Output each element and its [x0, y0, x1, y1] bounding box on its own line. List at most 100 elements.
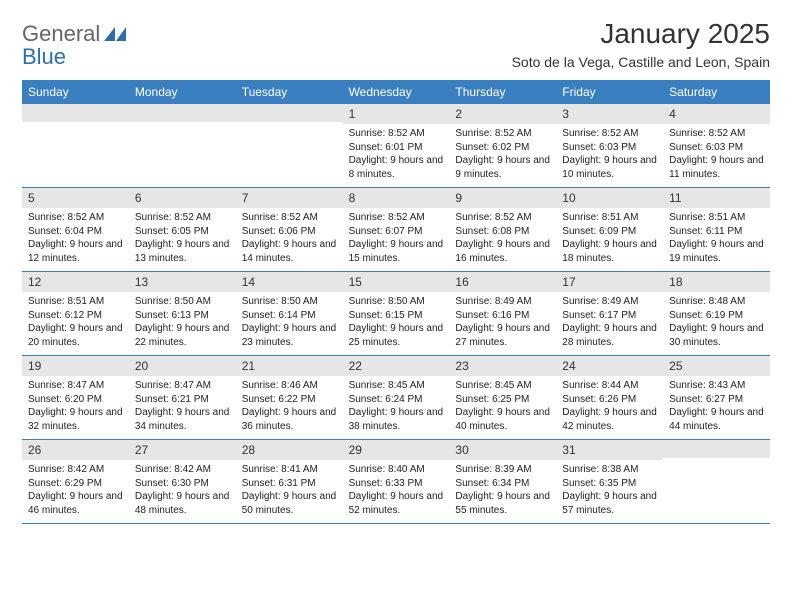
daylight-text: Daylight: 9 hours and 50 minutes. [242, 490, 337, 517]
daylight-text: Daylight: 9 hours and 46 minutes. [28, 490, 123, 517]
daylight-text: Daylight: 9 hours and 25 minutes. [349, 322, 444, 349]
day-cell: 5Sunrise: 8:52 AMSunset: 6:04 PMDaylight… [22, 188, 129, 271]
sunset-text: Sunset: 6:08 PM [455, 225, 550, 239]
sunset-text: Sunset: 6:15 PM [349, 309, 444, 323]
sunrise-text: Sunrise: 8:41 AM [242, 463, 337, 477]
sunrise-text: Sunrise: 8:40 AM [349, 463, 444, 477]
sunset-text: Sunset: 6:27 PM [669, 393, 764, 407]
sunset-text: Sunset: 6:04 PM [28, 225, 123, 239]
day-details [22, 122, 129, 178]
daylight-text: Daylight: 9 hours and 19 minutes. [669, 238, 764, 265]
sunset-text: Sunset: 6:20 PM [28, 393, 123, 407]
day-cell: 26Sunrise: 8:42 AMSunset: 6:29 PMDayligh… [22, 440, 129, 523]
daylight-text: Daylight: 9 hours and 13 minutes. [135, 238, 230, 265]
sunrise-text: Sunrise: 8:42 AM [135, 463, 230, 477]
daylight-text: Daylight: 9 hours and 44 minutes. [669, 406, 764, 433]
sunrise-text: Sunrise: 8:51 AM [28, 295, 123, 309]
day-details: Sunrise: 8:41 AMSunset: 6:31 PMDaylight:… [236, 460, 343, 523]
day-details [236, 122, 343, 178]
sunrise-text: Sunrise: 8:38 AM [562, 463, 657, 477]
day-number [129, 104, 236, 122]
day-number [22, 104, 129, 122]
day-cell: 19Sunrise: 8:47 AMSunset: 6:20 PMDayligh… [22, 356, 129, 439]
sunset-text: Sunset: 6:06 PM [242, 225, 337, 239]
daylight-text: Daylight: 9 hours and 27 minutes. [455, 322, 550, 349]
sunrise-text: Sunrise: 8:39 AM [455, 463, 550, 477]
sunset-text: Sunset: 6:25 PM [455, 393, 550, 407]
day-details: Sunrise: 8:51 AMSunset: 6:09 PMDaylight:… [556, 208, 663, 271]
sunrise-text: Sunrise: 8:50 AM [135, 295, 230, 309]
sunset-text: Sunset: 6:05 PM [135, 225, 230, 239]
day-number: 14 [236, 272, 343, 292]
daylight-text: Daylight: 9 hours and 48 minutes. [135, 490, 230, 517]
day-details: Sunrise: 8:50 AMSunset: 6:15 PMDaylight:… [343, 292, 450, 355]
day-cell: 30Sunrise: 8:39 AMSunset: 6:34 PMDayligh… [449, 440, 556, 523]
daylight-text: Daylight: 9 hours and 28 minutes. [562, 322, 657, 349]
sunrise-text: Sunrise: 8:45 AM [349, 379, 444, 393]
sunrise-text: Sunrise: 8:52 AM [455, 127, 550, 141]
daylight-text: Daylight: 9 hours and 34 minutes. [135, 406, 230, 433]
day-cell: 21Sunrise: 8:46 AMSunset: 6:22 PMDayligh… [236, 356, 343, 439]
day-number: 10 [556, 188, 663, 208]
daylight-text: Daylight: 9 hours and 40 minutes. [455, 406, 550, 433]
day-details: Sunrise: 8:52 AMSunset: 6:07 PMDaylight:… [343, 208, 450, 271]
daylight-text: Daylight: 9 hours and 36 minutes. [242, 406, 337, 433]
day-cell: 20Sunrise: 8:47 AMSunset: 6:21 PMDayligh… [129, 356, 236, 439]
brand-text: General Blue [22, 22, 126, 68]
week-row: 1Sunrise: 8:52 AMSunset: 6:01 PMDaylight… [22, 104, 770, 188]
sunrise-text: Sunrise: 8:44 AM [562, 379, 657, 393]
weekday-label: Tuesday [236, 80, 343, 104]
day-number: 20 [129, 356, 236, 376]
daylight-text: Daylight: 9 hours and 20 minutes. [28, 322, 123, 349]
day-cell: 11Sunrise: 8:51 AMSunset: 6:11 PMDayligh… [663, 188, 770, 271]
day-details: Sunrise: 8:43 AMSunset: 6:27 PMDaylight:… [663, 376, 770, 439]
brand-word-2: Blue [22, 44, 66, 69]
sunset-text: Sunset: 6:29 PM [28, 477, 123, 491]
sunset-text: Sunset: 6:12 PM [28, 309, 123, 323]
daylight-text: Daylight: 9 hours and 52 minutes. [349, 490, 444, 517]
sail-icon [104, 27, 126, 41]
daylight-text: Daylight: 9 hours and 9 minutes. [455, 154, 550, 181]
day-details: Sunrise: 8:52 AMSunset: 6:02 PMDaylight:… [449, 124, 556, 187]
weekday-label: Friday [556, 80, 663, 104]
day-number: 5 [22, 188, 129, 208]
sunrise-text: Sunrise: 8:42 AM [28, 463, 123, 477]
day-cell: 14Sunrise: 8:50 AMSunset: 6:14 PMDayligh… [236, 272, 343, 355]
sunset-text: Sunset: 6:13 PM [135, 309, 230, 323]
day-details: Sunrise: 8:52 AMSunset: 6:04 PMDaylight:… [22, 208, 129, 271]
day-number: 25 [663, 356, 770, 376]
sunset-text: Sunset: 6:07 PM [349, 225, 444, 239]
sunset-text: Sunset: 6:30 PM [135, 477, 230, 491]
daylight-text: Daylight: 9 hours and 12 minutes. [28, 238, 123, 265]
day-details: Sunrise: 8:47 AMSunset: 6:20 PMDaylight:… [22, 376, 129, 439]
day-cell: 12Sunrise: 8:51 AMSunset: 6:12 PMDayligh… [22, 272, 129, 355]
day-number: 13 [129, 272, 236, 292]
day-details: Sunrise: 8:52 AMSunset: 6:01 PMDaylight:… [343, 124, 450, 187]
day-details: Sunrise: 8:52 AMSunset: 6:05 PMDaylight:… [129, 208, 236, 271]
day-number: 4 [663, 104, 770, 124]
weekday-label: Thursday [449, 80, 556, 104]
day-number: 9 [449, 188, 556, 208]
day-cell: 16Sunrise: 8:49 AMSunset: 6:16 PMDayligh… [449, 272, 556, 355]
day-cell: 27Sunrise: 8:42 AMSunset: 6:30 PMDayligh… [129, 440, 236, 523]
sunset-text: Sunset: 6:34 PM [455, 477, 550, 491]
page-header: General Blue January 2025 Soto de la Veg… [22, 18, 770, 70]
day-cell: 25Sunrise: 8:43 AMSunset: 6:27 PMDayligh… [663, 356, 770, 439]
day-details: Sunrise: 8:42 AMSunset: 6:30 PMDaylight:… [129, 460, 236, 523]
sunrise-text: Sunrise: 8:46 AM [242, 379, 337, 393]
day-details: Sunrise: 8:51 AMSunset: 6:12 PMDaylight:… [22, 292, 129, 355]
day-cell: 8Sunrise: 8:52 AMSunset: 6:07 PMDaylight… [343, 188, 450, 271]
sunset-text: Sunset: 6:33 PM [349, 477, 444, 491]
sunset-text: Sunset: 6:22 PM [242, 393, 337, 407]
day-cell [129, 104, 236, 187]
sunrise-text: Sunrise: 8:52 AM [562, 127, 657, 141]
day-details: Sunrise: 8:45 AMSunset: 6:25 PMDaylight:… [449, 376, 556, 439]
day-cell: 10Sunrise: 8:51 AMSunset: 6:09 PMDayligh… [556, 188, 663, 271]
day-number: 2 [449, 104, 556, 124]
daylight-text: Daylight: 9 hours and 22 minutes. [135, 322, 230, 349]
sunrise-text: Sunrise: 8:51 AM [669, 211, 764, 225]
day-details: Sunrise: 8:42 AMSunset: 6:29 PMDaylight:… [22, 460, 129, 523]
week-row: 5Sunrise: 8:52 AMSunset: 6:04 PMDaylight… [22, 188, 770, 272]
day-number: 15 [343, 272, 450, 292]
sunset-text: Sunset: 6:21 PM [135, 393, 230, 407]
